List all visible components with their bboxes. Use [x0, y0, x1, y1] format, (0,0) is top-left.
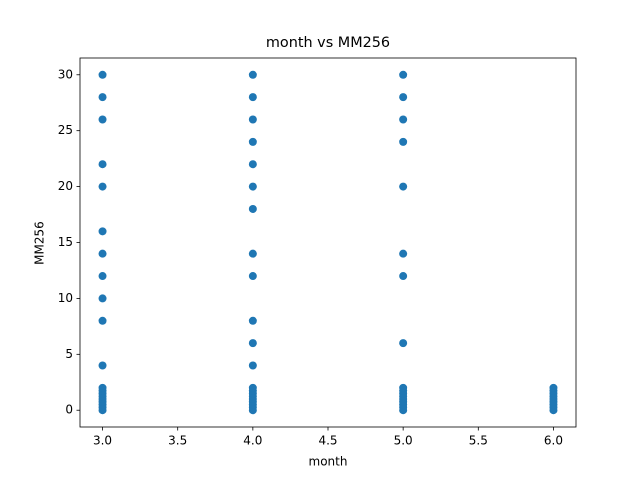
- point: [248, 137, 257, 146]
- point: [98, 316, 107, 325]
- y-tick-label: 0: [65, 403, 73, 417]
- x-tick-label: 5.5: [469, 434, 488, 448]
- point: [98, 93, 107, 102]
- point: [98, 70, 107, 79]
- point: [98, 383, 107, 392]
- y-axis-label: MM256: [33, 221, 47, 265]
- y-tick-label: 5: [65, 347, 73, 361]
- point: [248, 160, 257, 169]
- point: [248, 361, 257, 370]
- x-tick-label: 3.5: [168, 434, 187, 448]
- point: [399, 93, 408, 102]
- point: [549, 383, 558, 392]
- point: [248, 115, 257, 124]
- point: [248, 182, 257, 191]
- point: [248, 204, 257, 213]
- point: [98, 160, 107, 169]
- point: [98, 249, 107, 258]
- point: [248, 70, 257, 79]
- y-tick-label: 25: [58, 123, 73, 137]
- x-tick-label: 4.0: [243, 434, 262, 448]
- point: [399, 272, 408, 281]
- y-tick-label: 10: [58, 291, 73, 305]
- point: [248, 93, 257, 102]
- point: [248, 249, 257, 258]
- point: [98, 115, 107, 124]
- point: [248, 272, 257, 281]
- point: [98, 182, 107, 191]
- point: [399, 115, 408, 124]
- point: [98, 294, 107, 303]
- y-tick-label: 30: [58, 67, 73, 81]
- x-tick-label: 4.5: [318, 434, 337, 448]
- point: [98, 361, 107, 370]
- point: [248, 383, 257, 392]
- x-tick-label: 3.0: [93, 434, 112, 448]
- point: [399, 182, 408, 191]
- point: [98, 227, 107, 236]
- x-tick-label: 6.0: [544, 434, 563, 448]
- point: [399, 339, 408, 348]
- point: [248, 339, 257, 348]
- point: [248, 316, 257, 325]
- chart-title: month vs MM256: [266, 35, 390, 51]
- point: [399, 249, 408, 258]
- point: [399, 137, 408, 146]
- point: [98, 272, 107, 281]
- x-axis-label: month: [309, 455, 348, 469]
- x-tick-label: 5.0: [394, 434, 413, 448]
- point: [399, 383, 408, 392]
- point: [399, 70, 408, 79]
- plot-frame: [79, 57, 577, 428]
- y-tick-label: 20: [58, 179, 73, 193]
- y-tick-label: 15: [58, 235, 73, 249]
